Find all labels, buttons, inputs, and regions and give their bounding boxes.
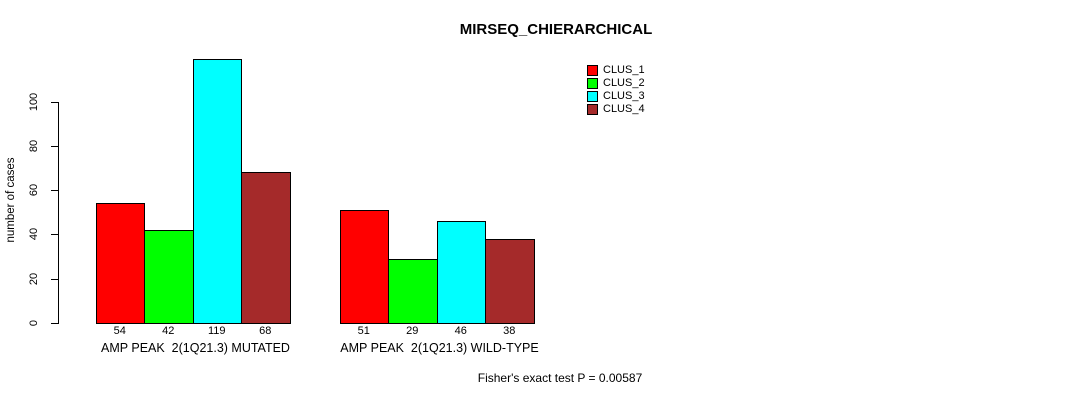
bar-clus_3-group1 [193,59,242,324]
category-label: AMP PEAK 2(1Q21.3) WILD-TYPE [340,341,539,355]
y-axis-tick-label: 60 [28,183,40,197]
legend-swatch-clus_2 [587,78,598,89]
legend: CLUS_1 CLUS_2 CLUS_3 CLUS_4 [587,64,645,116]
bar-value-label: 68 [259,325,272,337]
legend-swatch-clus_3 [587,91,598,102]
chart-title: MIRSEQ_CHIERARCHICAL [459,21,653,38]
y-axis-tick [51,101,58,103]
y-axis-tick-label: 80 [28,139,40,152]
category-label: AMP PEAK 2(1Q21.3) MUTATED [101,341,290,355]
bar-value-label: 119 [207,325,226,337]
legend-item-clus_3: CLUS_3 [587,90,645,103]
legend-item-clus_2: CLUS_2 [587,77,645,90]
y-axis-tick [51,278,58,280]
bar-clus_2-group2 [388,259,438,324]
legend-item-label: CLUS_1 [603,64,645,76]
y-axis-tick-label: 20 [28,272,40,285]
bar-value-label: 46 [454,325,467,337]
bar-value-label: 54 [113,325,126,337]
bar-value-label: 51 [357,325,370,337]
y-axis-tick-label: 100 [28,92,40,111]
bar-clus_1-group1 [96,203,145,324]
bar-clus_1-group2 [340,210,389,324]
y-axis-tick [51,145,58,147]
fisher-test-annotation: Fisher's exact test P = 0.00587 [477,371,643,385]
bar-value-label: 42 [162,325,175,337]
bar-value-label: 29 [406,325,419,337]
y-axis-tick-label: 0 [28,319,40,327]
y-axis-tick [51,323,58,324]
legend-item-clus_4: CLUS_4 [587,103,645,116]
bar-clus_4-group1 [241,172,291,324]
bar-clus_2-group1 [144,230,194,324]
legend-item-label: CLUS_3 [603,90,645,102]
y-axis-label: number of cases [5,157,17,243]
legend-item-clus_1: CLUS_1 [587,64,645,77]
bar-value-label: 38 [503,325,516,337]
bar-clus_4-group2 [485,239,535,324]
legend-item-label: CLUS_2 [603,77,645,89]
bar-clus_3-group2 [437,221,486,324]
y-axis-tick-label: 40 [28,228,40,241]
legend-swatch-clus_4 [587,104,598,115]
y-axis-tick [51,234,58,236]
y-axis-line [58,101,59,324]
legend-item-label: CLUS_4 [603,103,645,115]
legend-swatch-clus_1 [587,65,598,76]
y-axis-tick [51,190,58,192]
